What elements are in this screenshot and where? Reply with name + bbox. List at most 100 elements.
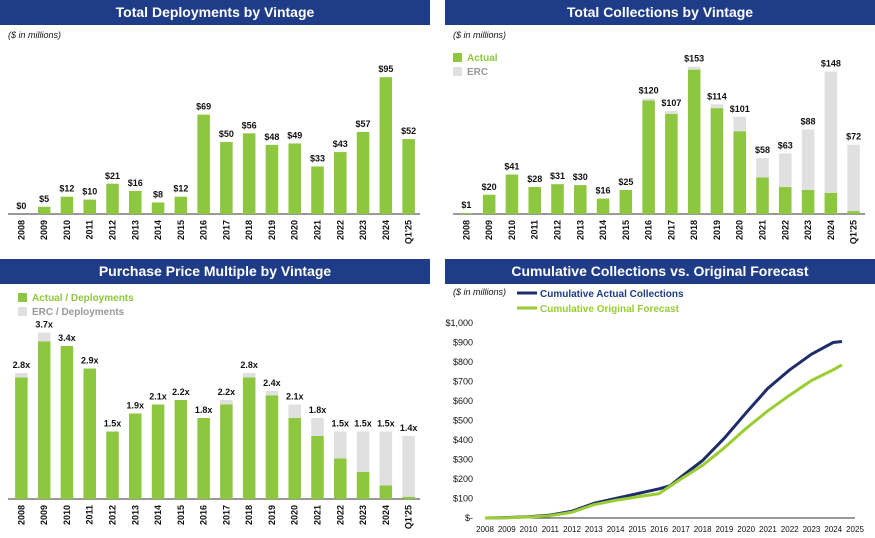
data-label-2020: $49 — [287, 130, 302, 140]
cumulative-chart: $- $100 $200 $300 $400 $500 $600 $700 $800 $900 $1… — [445, 289, 864, 534]
bar-erc-2020 — [733, 116, 746, 132]
y-tick-4: $400 — [453, 435, 473, 445]
data-label-2017: $50 — [219, 129, 234, 139]
bar-erc-Q1'25 — [847, 144, 860, 212]
bar-actual-2014 — [151, 202, 165, 214]
bar-actual-2023 — [356, 131, 370, 214]
x-tick-2019: 2019 — [267, 220, 277, 240]
x-tick-2009: 2009 — [39, 505, 49, 525]
x-tick-2012: 2012 — [553, 220, 563, 240]
data-label-2021: $33 — [310, 153, 325, 163]
collections-panel: Total Collections by Vintage ($ in milli… — [445, 0, 875, 250]
x-tick-2009: 2009 — [498, 525, 516, 534]
bar-actual-2022 — [334, 458, 347, 499]
data-label-2010: $41 — [504, 162, 519, 172]
x-tick-2019: 2019 — [712, 220, 722, 240]
x-tick-2017: 2017 — [666, 220, 676, 240]
bar-actual-2012 — [106, 183, 119, 214]
bar-actual-2020 — [288, 418, 301, 499]
data-label-2018: $153 — [684, 54, 704, 64]
data-label-2019: 2.4x — [263, 378, 281, 388]
x-tick-2017: 2017 — [672, 525, 690, 534]
x-tick-2010: 2010 — [507, 220, 517, 240]
x-tick-2024: 2024 — [381, 220, 391, 240]
cumulative-unit-note: ($ in millions) — [453, 287, 507, 297]
bar-actual-2023 — [801, 189, 815, 214]
x-tick-2014: 2014 — [607, 525, 625, 534]
x-tick-2010: 2010 — [520, 525, 538, 534]
multiple-panel: Purchase Price Multiple by Vintage 2.8x 2… — [0, 259, 430, 538]
data-label-2008: 2.8x — [13, 360, 31, 370]
x-tick-2023: 2023 — [803, 525, 821, 534]
data-label-Q1'25: $52 — [401, 126, 416, 136]
data-label-2020: $101 — [730, 104, 750, 114]
bar-actual-2018 — [242, 377, 256, 499]
bar-actual-2024 — [824, 192, 838, 214]
legend-label-0: Actual — [467, 53, 498, 64]
bar-actual-2018 — [687, 69, 701, 214]
bar-erc-2024 — [824, 71, 838, 193]
x-tick-2015: 2015 — [628, 525, 646, 534]
bar-actual-2017 — [220, 142, 233, 214]
legend-swatch-0 — [18, 293, 27, 302]
bar-actual-2009 — [482, 194, 496, 214]
data-label-2015: $25 — [618, 177, 633, 187]
data-label-2010: 3.4x — [58, 333, 76, 343]
bar-actual-2010 — [60, 346, 74, 499]
y-tick-2: $200 — [453, 474, 473, 484]
bar-erc-Q1'25 — [402, 436, 415, 497]
x-tick-2021: 2021 — [759, 525, 777, 534]
bar-actual-Q1'25 — [402, 139, 415, 214]
x-tick-2010: 2010 — [62, 505, 72, 525]
bar-actual-2009 — [37, 341, 51, 499]
x-tick-2015: 2015 — [176, 220, 186, 240]
x-tick-2015: 2015 — [176, 505, 186, 525]
bar-actual-2022 — [779, 187, 792, 214]
bar-actual-2014 — [151, 404, 165, 499]
bar-erc-2021 — [756, 158, 769, 178]
bar-actual-2012 — [551, 184, 564, 214]
bar-actual-2015 — [174, 196, 188, 214]
x-tick-Q1'25: Q1'25 — [404, 220, 414, 244]
x-tick-2025: 2025 — [846, 525, 864, 534]
bar-actual-2017 — [665, 113, 678, 214]
data-label-2023: $88 — [801, 116, 816, 126]
y-tick-5: $500 — [453, 416, 473, 426]
deployments-unit-note: ($ in millions) — [8, 30, 62, 40]
y-tick-1: $100 — [453, 494, 473, 504]
legend-label-0: Actual / Deployments — [32, 293, 134, 304]
legend-label-1: Cumulative Original Forecast — [540, 304, 680, 315]
bar-actual-2020 — [733, 131, 746, 214]
bar-erc-2023 — [356, 431, 370, 472]
data-label-2020: 2.1x — [286, 392, 304, 402]
x-tick-2022: 2022 — [335, 220, 345, 240]
data-label-Q1'25: $72 — [846, 132, 861, 142]
x-tick-2016: 2016 — [199, 220, 209, 240]
multiple-chart: 2.8x 2008 3.7x 2009 3.4x 2010 2.9x 2011 1.5x 2012… — [8, 293, 420, 529]
bar-actual-2008 — [15, 377, 28, 499]
x-tick-2009: 2009 — [39, 220, 49, 240]
deployments-panel: Total Deployments by Vintage ($ in milli… — [0, 0, 430, 250]
bar-actual-2010 — [505, 174, 519, 214]
cumulative-panel: Cumulative Collections vs. Original Fore… — [445, 259, 875, 538]
x-tick-2015: 2015 — [621, 220, 631, 240]
x-tick-2009: 2009 — [484, 220, 494, 240]
bar-actual-2018 — [242, 133, 256, 214]
x-tick-2019: 2019 — [716, 525, 734, 534]
bar-actual-2009 — [37, 206, 51, 214]
y-tick-8: $800 — [453, 357, 473, 367]
x-tick-2023: 2023 — [358, 220, 368, 240]
bar-erc-2024 — [379, 431, 393, 486]
data-label-2015: 2.2x — [172, 387, 190, 397]
y-tick-0: $- — [465, 513, 473, 523]
bar-actual-2021 — [311, 436, 324, 499]
x-tick-2021: 2021 — [313, 220, 323, 240]
multiple-title: Purchase Price Multiple by Vintage — [0, 259, 430, 284]
data-label-2017: $107 — [661, 98, 681, 108]
data-label-2011: $10 — [82, 187, 97, 197]
data-label-2015: $12 — [173, 184, 188, 194]
bar-actual-Q1'25 — [847, 211, 860, 214]
x-tick-2011: 2011 — [85, 505, 95, 525]
x-tick-2023: 2023 — [358, 505, 368, 525]
data-label-2018: 2.8x — [240, 360, 258, 370]
